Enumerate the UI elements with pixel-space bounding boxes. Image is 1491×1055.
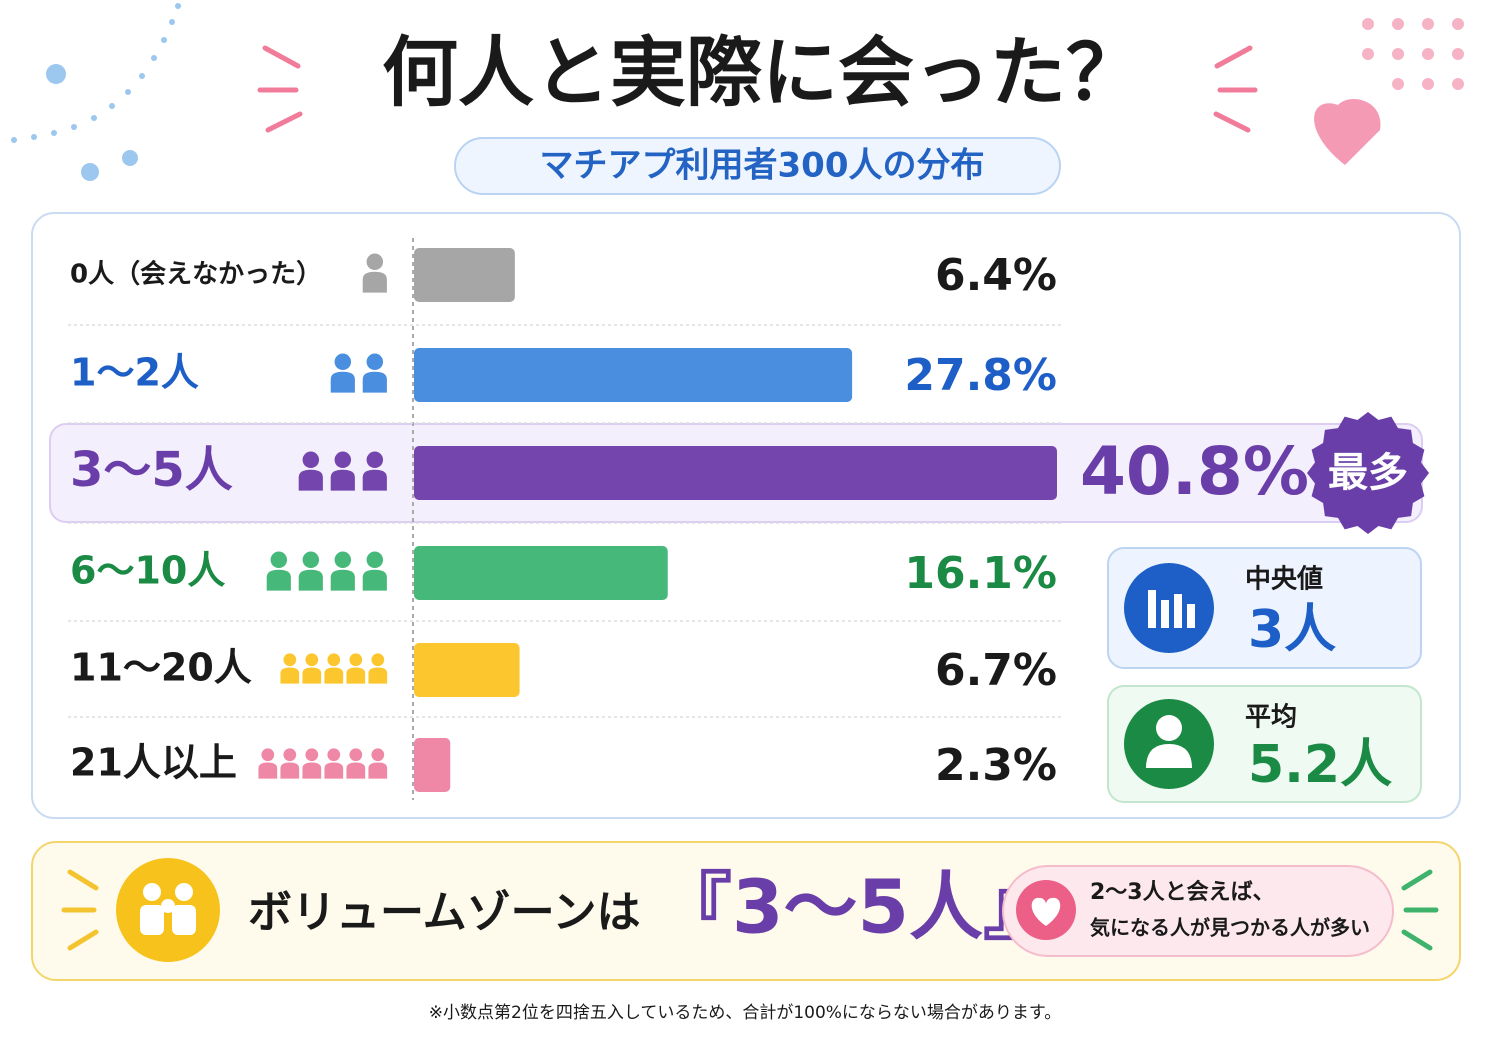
stat-icon: [1148, 590, 1195, 628]
person-icon: [324, 762, 344, 779]
person-icon: [302, 762, 322, 779]
person-icon: [327, 653, 341, 667]
person-icon: [349, 653, 363, 667]
stat-label: 中央値: [1245, 565, 1323, 595]
person-icon: [371, 748, 385, 762]
stat-icon: [1146, 715, 1192, 768]
decoration: [1401, 869, 1439, 951]
person-icon: [334, 353, 352, 371]
category-label: 21人以上: [70, 741, 237, 785]
person-icon: [366, 353, 384, 371]
decoration: [11, 3, 181, 181]
banner-highlight: 『3〜5人』: [658, 865, 1057, 951]
person-icon: [334, 451, 352, 469]
category-label: 3〜5人: [70, 442, 233, 498]
badge-label: 最多: [1328, 450, 1408, 496]
person-icon: [346, 667, 366, 684]
value-label: 16.1%: [904, 548, 1057, 599]
person-icon: [330, 469, 355, 491]
person-icon: [261, 748, 275, 762]
person-icon: [302, 451, 320, 469]
value-label: 27.8%: [904, 350, 1057, 401]
category-label: 0人（会えなかった）: [70, 260, 322, 290]
stat-value: 5.2人: [1248, 735, 1392, 795]
person-icon: [302, 551, 320, 569]
person-icon: [330, 569, 355, 591]
person-icon: [362, 371, 387, 393]
person-icon: [270, 551, 288, 569]
value-label: 2.3%: [935, 740, 1057, 791]
value-label: 6.4%: [935, 250, 1057, 301]
person-icon: [258, 762, 278, 779]
category-label: 6〜10人: [70, 549, 225, 593]
person-icon: [298, 469, 323, 491]
footnote: ※小数点第2位を四捨五入しているため、合計が100%にならない場合があります。: [429, 1003, 1061, 1023]
person-icon: [366, 451, 384, 469]
bar: [414, 348, 853, 402]
note-pill: [1002, 865, 1394, 957]
decoration: [1314, 18, 1464, 165]
person-icon: [334, 551, 352, 569]
person-icon: [327, 748, 341, 762]
person-icon: [362, 271, 387, 293]
person-icon: [298, 569, 323, 591]
person-icon: [305, 748, 319, 762]
person-icon: [283, 748, 297, 762]
person-icon: [283, 653, 297, 667]
person-icon: [302, 667, 322, 684]
note-icon: [1031, 897, 1061, 926]
bar: [414, 738, 451, 792]
person-icon: [366, 253, 384, 271]
badge: [1307, 412, 1429, 534]
subtitle-pill: [454, 137, 1061, 195]
stat-label: 平均: [1245, 703, 1297, 733]
decoration: [61, 869, 99, 951]
person-icon: [330, 371, 355, 393]
stat-value: 3人: [1248, 600, 1336, 660]
bar: [414, 643, 520, 697]
bar: [414, 446, 1057, 500]
person-icon: [280, 762, 300, 779]
person-icon: [349, 748, 363, 762]
value-label: 6.7%: [935, 645, 1057, 696]
bars: 0人（会えなかった） 6.4% 1〜2人 27.8% 3〜5人 40.8% 最多 6〜10人 1…: [68, 248, 1429, 792]
person-icon: [368, 762, 388, 779]
chart-title: 何人と実際に会った？: [382, 28, 1142, 117]
bar: [414, 248, 515, 302]
person-icon: [280, 667, 300, 684]
note-text: 気になる人が見つかる人が多い: [1090, 916, 1370, 940]
person-icon: [371, 653, 385, 667]
person-icon: [346, 762, 366, 779]
banner-text: ボリュームゾーンは: [248, 887, 640, 938]
person-icon: [362, 469, 387, 491]
banner-icon: [140, 883, 196, 935]
category-label: 1〜2人: [70, 351, 199, 395]
person-icon: [366, 551, 384, 569]
category-label: 11〜20人: [70, 646, 252, 690]
person-icon: [266, 569, 291, 591]
person-icon: [368, 667, 388, 684]
person-icon: [362, 569, 387, 591]
person-icon: [305, 653, 319, 667]
person-icon: [324, 667, 344, 684]
bar: [414, 546, 668, 600]
note-text: 2〜3人と会えば、: [1090, 879, 1275, 905]
chart-subtitle: マチアプ利用者300人の分布: [540, 146, 985, 186]
decoration: [257, 45, 1258, 133]
value-label: 40.8%: [1080, 433, 1309, 510]
